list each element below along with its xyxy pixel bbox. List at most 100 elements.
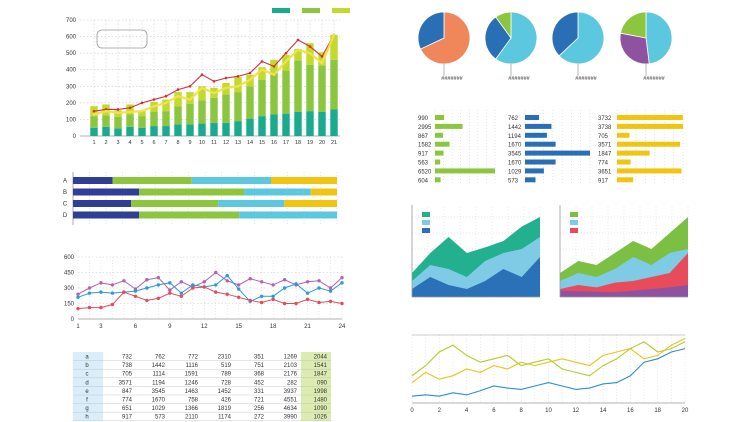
table-cell: 1246: [185, 380, 199, 386]
table-cell: 651: [122, 406, 133, 412]
area-purple: [560, 285, 688, 297]
point-blue: [156, 283, 161, 287]
point-purple: [328, 286, 333, 290]
table-cell: 256: [254, 406, 265, 412]
bar-value-label: 705: [598, 134, 609, 140]
yellow-line-point: [272, 73, 276, 76]
red-line-point: [260, 60, 264, 63]
bar-value-label: 604: [418, 178, 429, 184]
red-line-point: [128, 106, 132, 110]
point-purple: [122, 279, 126, 283]
point-red: [248, 298, 252, 303]
row-label: c: [86, 372, 89, 378]
table-cell: 1029: [152, 406, 166, 412]
hbar-yellow-3: [617, 141, 681, 147]
hbar-yellow-7: [617, 177, 634, 183]
bar-value-label: 3738: [598, 125, 612, 131]
x-tick-label: 11: [211, 140, 217, 146]
point-purple: [99, 281, 103, 285]
bar-teal-20: [318, 111, 326, 136]
x-tick-label: 17: [283, 140, 289, 146]
bar-teal-5: [138, 127, 146, 136]
x-tick-label: 12: [572, 408, 579, 414]
y-tick-label: 100: [66, 117, 77, 123]
yellow-line-point: [296, 48, 300, 52]
table-cell: 351: [254, 355, 265, 361]
point-purple: [248, 277, 252, 281]
yellow-line-point: [116, 111, 120, 115]
point-red: [76, 306, 80, 311]
category-label: A: [63, 179, 67, 185]
point-purple: [282, 278, 287, 282]
hbar-blue-4: [525, 150, 590, 156]
yellow-line-point: [188, 98, 192, 101]
x-tick-label: 21: [304, 324, 311, 330]
table-cell: 282: [287, 380, 298, 386]
bar-value-label: 1670: [508, 143, 522, 149]
table-cell: 1194: [152, 380, 166, 386]
line-blue: [77, 274, 343, 303]
point-purple: [110, 283, 115, 287]
bar-green-4: [126, 114, 134, 127]
line-red: [77, 286, 343, 310]
horizontal-bar-charts: 990 2995 867 1582 917 563 6520 604 762 1442 1194 16…: [418, 110, 684, 185]
bar-lime-4: [126, 104, 134, 115]
yellow-line-point: [284, 60, 288, 63]
bar-green-20: [318, 65, 326, 112]
red-line-point: [284, 51, 288, 55]
legend-swatch: [332, 8, 350, 13]
seg-B-green: [139, 188, 245, 196]
point-purple: [225, 279, 229, 283]
table-cell: 1670: [152, 398, 166, 404]
red-line-point: [212, 80, 216, 83]
red-line-point: [224, 76, 228, 80]
bar-teal-3: [114, 128, 122, 136]
bar-lime-5: [138, 111, 146, 117]
bar-value-label: 6520: [418, 169, 432, 175]
yellow-line-point: [140, 109, 144, 113]
yellow-line-point: [176, 94, 180, 98]
y-tick-label: 450: [64, 271, 75, 277]
x-tick-label: 12: [201, 324, 208, 330]
table-cell: 1452: [218, 389, 232, 395]
point-blue: [305, 291, 310, 295]
bar-green-8: [174, 106, 182, 125]
yellow-line-point: [236, 84, 240, 88]
point-purple: [145, 278, 149, 282]
hbar-green-2: [435, 132, 443, 138]
seg-C-navy: [73, 200, 132, 207]
x-tick-label: 1: [92, 140, 95, 146]
red-line-point: [236, 75, 240, 78]
y-tick-label: 500: [66, 51, 77, 57]
hbar-yellow-0: [617, 115, 683, 120]
bar-value-label: 1442: [508, 125, 522, 131]
seg-B-yellow: [310, 188, 337, 196]
red-line-point: [200, 73, 204, 76]
table-cell: 3937: [284, 389, 298, 395]
pie-label: #######: [441, 76, 463, 82]
bar-value-label: 3732: [598, 116, 612, 122]
red-line-point: [308, 45, 312, 48]
hbar-blue-1: [525, 123, 552, 129]
table-cell: 721: [254, 398, 265, 404]
point-red: [122, 290, 126, 294]
x-tick-label: 4: [465, 408, 469, 414]
pie-2-slice-0: [558, 11, 605, 65]
table-cell: 1116: [186, 363, 199, 369]
bar-green-18: [294, 60, 302, 112]
point-purple: [76, 292, 80, 296]
bar-green-21: [330, 59, 338, 110]
pie-1-slice-1: [484, 16, 512, 60]
y-tick-label: 0: [73, 134, 77, 140]
bar-teal-19: [306, 111, 314, 136]
point-purple: [340, 275, 344, 280]
bar-green-10: [198, 100, 206, 124]
point-red: [156, 296, 161, 301]
area-red: [560, 253, 688, 297]
x-tick-label: 18: [654, 408, 661, 414]
bar-green-19: [306, 64, 314, 112]
red-line-point: [188, 84, 192, 88]
table-cell-highlight: 1541: [314, 363, 328, 369]
yellow-line-point: [104, 109, 108, 113]
